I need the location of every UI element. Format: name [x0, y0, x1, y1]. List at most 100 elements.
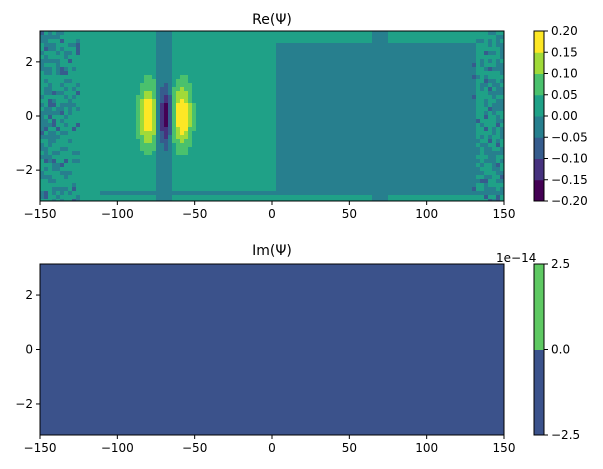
contour-cell	[200, 139, 205, 144]
contour-cell	[244, 51, 249, 56]
contour-cell	[284, 99, 289, 104]
contour-cell	[264, 123, 269, 128]
contour-cell	[392, 63, 397, 68]
contour-cell	[204, 199, 209, 201]
contour-cell	[84, 155, 89, 160]
contour-cell	[464, 115, 469, 120]
contour-cell	[368, 195, 373, 200]
contour-cell	[212, 99, 217, 104]
contour-cell	[396, 199, 401, 201]
contour-cell	[84, 39, 89, 44]
contour-cell	[300, 195, 305, 200]
contour-cell	[308, 91, 313, 96]
contour-cell	[252, 99, 257, 104]
contour-cell	[468, 139, 473, 144]
contour-cell	[364, 39, 369, 44]
contour-cell	[160, 75, 165, 80]
contour-cell	[100, 187, 105, 192]
contour-cell	[68, 127, 73, 132]
contour-cell	[104, 119, 109, 124]
contour-cell	[104, 107, 109, 112]
contour-cell	[108, 163, 113, 168]
contour-cell	[212, 107, 217, 112]
contour-cell	[128, 175, 133, 180]
contour-cell	[132, 43, 137, 48]
contour-cell	[228, 103, 233, 108]
contour-cell	[428, 83, 433, 88]
contour-cell	[152, 183, 157, 188]
contour-cell	[292, 123, 297, 128]
contour-cell	[92, 183, 97, 188]
contour-cell	[488, 123, 493, 128]
contour-cell	[72, 51, 77, 56]
contour-cell	[192, 139, 197, 144]
contour-cell	[464, 175, 469, 180]
contour-cell	[324, 131, 329, 136]
contour-cell	[444, 139, 449, 144]
contour-cell	[480, 159, 485, 164]
contour-cell	[396, 183, 401, 188]
contour-cell	[88, 123, 93, 128]
contour-cell	[84, 47, 89, 52]
contour-cell	[120, 55, 125, 60]
contour-cell	[200, 39, 205, 44]
contour-cell	[412, 75, 417, 80]
contour-cell	[392, 191, 397, 196]
contour-cell	[408, 95, 413, 100]
contour-cell	[152, 167, 157, 172]
contour-cell	[196, 187, 201, 192]
contour-cell	[204, 103, 209, 108]
contour-cell	[324, 55, 329, 60]
contour-cell	[400, 167, 405, 172]
contour-cell	[396, 147, 401, 152]
contour-cell	[96, 159, 101, 164]
contour-cell	[244, 123, 249, 128]
contour-cell	[308, 63, 313, 68]
contour-cell	[396, 59, 401, 64]
contour-cell	[324, 191, 329, 196]
contour-cell	[276, 183, 281, 188]
contour-cell	[472, 43, 477, 48]
contour-cell	[56, 83, 61, 88]
contour-cell	[288, 115, 293, 120]
contour-cell	[356, 111, 361, 116]
contour-cell	[292, 143, 297, 148]
contour-cell	[396, 71, 401, 76]
contour-cell	[96, 107, 101, 112]
contour-cell	[324, 187, 329, 192]
contour-cell	[188, 171, 193, 176]
contour-cell	[368, 115, 373, 120]
contour-cell	[484, 163, 489, 168]
contour-cell	[240, 155, 245, 160]
contour-cell	[352, 167, 357, 172]
contour-cell	[384, 83, 389, 88]
contour-cell	[200, 187, 205, 192]
contour-cell	[392, 103, 397, 108]
contour-cell	[148, 91, 153, 96]
contour-cell	[436, 75, 441, 80]
contour-cell	[376, 183, 381, 188]
contour-cell	[412, 163, 417, 168]
contour-cell	[444, 131, 449, 136]
contour-cell	[380, 199, 385, 201]
contour-cell	[124, 131, 129, 136]
contour-cell	[148, 79, 153, 84]
contour-cell	[496, 75, 501, 80]
contour-cell	[240, 179, 245, 184]
contour-cell	[172, 115, 177, 120]
contour-cell	[164, 103, 169, 108]
contour-cell	[56, 191, 61, 196]
contour-cell	[368, 151, 373, 156]
contour-cell	[108, 75, 113, 80]
contour-cell	[104, 59, 109, 64]
contour-cell	[252, 159, 257, 164]
contour-cell	[140, 127, 145, 132]
contour-cell	[184, 115, 189, 120]
contour-cell	[492, 67, 497, 72]
contour-cell	[184, 87, 189, 92]
contour-cell	[256, 83, 261, 88]
contour-cell	[352, 103, 357, 108]
contour-cell	[208, 55, 213, 60]
contour-cell	[432, 111, 437, 116]
contour-cell	[88, 107, 93, 112]
